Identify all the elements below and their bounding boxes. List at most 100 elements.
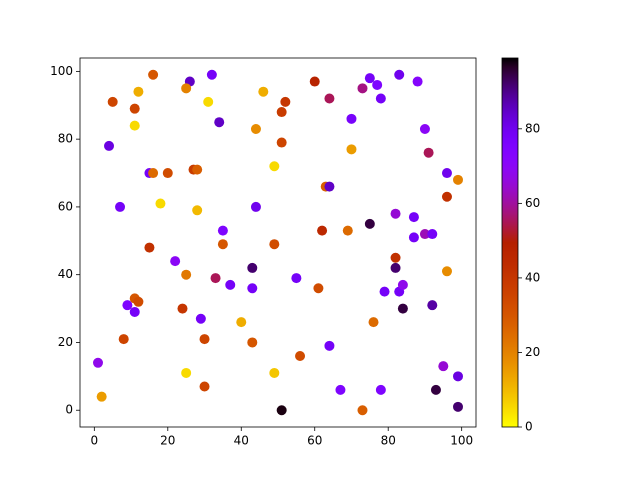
point [430,384,441,395]
point [280,96,291,107]
point [258,86,269,97]
point [203,96,214,107]
point [199,334,210,345]
y-tick-label: 80 [58,132,73,146]
point [181,269,192,280]
point [419,229,430,240]
point [129,306,140,317]
x-tick-label: 100 [450,434,473,448]
point [276,405,287,416]
y-tick-label: 0 [65,403,73,417]
point [247,262,258,273]
point [250,201,261,212]
point [104,140,115,151]
point [309,76,320,87]
point [394,69,405,80]
point [427,229,438,240]
y-tick-label: 40 [58,267,73,281]
point [453,371,463,382]
point [107,96,118,107]
point [199,381,210,392]
point [269,367,280,378]
y-tick-label: 20 [58,335,73,349]
point [247,283,258,294]
point [375,384,386,395]
point [295,351,306,362]
colorbar [501,57,519,428]
point [162,168,173,179]
point [133,86,144,97]
point [453,401,463,412]
point [217,225,228,236]
point [441,168,452,179]
point [181,367,192,378]
point [438,361,449,372]
point [269,239,280,250]
point [423,147,434,158]
point [313,283,324,294]
colorbar-tick-label: 20 [525,345,540,359]
point [144,242,155,253]
point [441,191,452,202]
point [210,273,221,284]
point [335,384,346,395]
point [368,317,379,328]
point [93,357,103,368]
plot-frame [79,57,477,428]
point [129,120,140,131]
point [453,174,463,185]
point [364,73,375,84]
point [192,164,203,175]
point [276,137,287,148]
point [148,168,159,179]
point [181,83,192,94]
x-tick-label: 20 [160,434,175,448]
point [357,405,368,416]
point [408,232,419,243]
y-tick-label: 60 [58,199,73,213]
point [427,300,438,311]
point [133,296,144,307]
colorbar-tick-label: 40 [525,270,540,284]
point [346,113,357,124]
point [276,107,287,118]
point [408,212,419,223]
point [357,83,368,94]
point [397,303,408,314]
point [247,337,258,348]
point [291,273,302,284]
point [342,225,353,236]
point [419,123,430,134]
point [324,93,335,104]
point [118,334,129,345]
point [250,123,261,134]
point [129,103,140,114]
point [96,391,107,402]
colorbar-tick-label: 60 [525,196,540,210]
point [269,161,280,172]
point [195,313,206,324]
point [115,201,126,212]
point [225,279,236,290]
point [214,117,225,128]
point [206,69,217,80]
point [192,205,203,216]
x-tick-label: 40 [234,434,249,448]
x-tick-label: 60 [307,434,322,448]
colorbar-tick-label: 80 [525,121,540,135]
point [317,225,328,236]
point [217,239,228,250]
point [372,79,383,90]
colorbar-tick-label: 0 [525,420,533,434]
point [148,69,159,80]
point [236,317,247,328]
point [324,340,335,351]
point [122,300,133,311]
y-tick-label: 100 [50,64,73,78]
point [177,303,188,314]
point [390,208,401,219]
point [379,286,390,297]
point [441,266,452,277]
